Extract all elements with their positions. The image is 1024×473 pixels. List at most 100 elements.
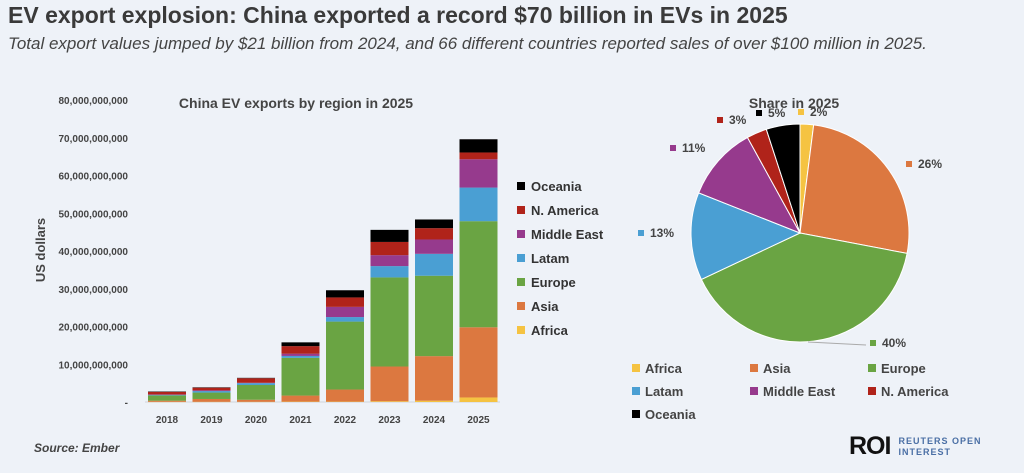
bar-segment-oceania <box>370 229 409 242</box>
bar-segment-n-america <box>192 387 231 391</box>
pie-legend-label: Middle East <box>763 384 836 399</box>
bar-segment-latam <box>459 187 498 222</box>
pie-leader-line <box>807 341 867 346</box>
bar-segment-middle-east <box>281 353 320 356</box>
bar-segment-latam <box>237 383 275 386</box>
legend-swatch <box>517 254 525 262</box>
logo-line2: INTEREST <box>898 446 951 457</box>
x-tick-label: 2024 <box>423 415 446 426</box>
legend-swatch <box>517 230 525 238</box>
pie-label-swatch <box>870 340 876 346</box>
pie-label-swatch <box>670 145 676 151</box>
y-axis-label: US dollars <box>33 218 48 282</box>
pie-slice-asia <box>799 124 910 255</box>
x-tick-label: 2018 <box>156 415 179 426</box>
legend-label: Latam <box>531 251 569 266</box>
roi-logo: ROI REUTERS OPEN INTEREST <box>849 432 981 461</box>
bar-segment-africa <box>415 400 453 402</box>
pie-legend-label: Latam <box>645 384 683 399</box>
page-title: EV export explosion: China exported a re… <box>8 2 788 28</box>
bar-segment-asia <box>326 389 364 402</box>
bar-segment-latam <box>326 317 364 322</box>
bar-segment-europe <box>415 275 453 357</box>
x-tick-label: 2025 <box>467 415 490 426</box>
legend-label: N. America <box>531 203 599 218</box>
legend-label: Europe <box>531 275 576 290</box>
pie-data-label: 5% <box>768 106 786 120</box>
y-tick-label: 80,000,000,000 <box>58 96 128 107</box>
bar-segment-africa <box>370 401 409 402</box>
source-note: Source: Ember <box>34 441 120 455</box>
bar-segment-middle-east <box>326 306 364 318</box>
pie-legend-swatch <box>750 364 758 372</box>
bar-segment-n-america <box>459 152 498 160</box>
pie-slice-middle-east <box>698 136 802 234</box>
bar-segment-latam <box>281 355 320 358</box>
bar-segment-europe <box>192 392 231 399</box>
y-tick-label: 60,000,000,000 <box>58 172 128 183</box>
page-subtitle: Total export values jumped by $21 billio… <box>8 34 927 53</box>
pie-label-swatch <box>906 161 912 167</box>
bar-segment-europe <box>459 221 498 328</box>
y-tick-label: - <box>125 398 128 409</box>
bar-segment-europe <box>370 277 409 367</box>
pie-legend-swatch <box>750 387 758 395</box>
x-tick-label: 2020 <box>245 415 268 426</box>
bar-segment-oceania <box>459 139 498 153</box>
bar-segment-asia <box>459 327 498 398</box>
pie-label-swatch <box>717 117 723 123</box>
bar-segment-middle-east <box>459 159 498 188</box>
bar-segment-middle-east <box>192 390 231 392</box>
bar-segment-oceania <box>415 219 453 229</box>
logo-text: REUTERS OPEN INTEREST <box>898 436 981 458</box>
pie-label-swatch <box>798 109 804 115</box>
pie-chart-title: Share in 2025 <box>748 95 840 111</box>
bar-segment-latam <box>148 394 186 396</box>
pie-legend-label: Europe <box>881 361 926 376</box>
legend-label: Africa <box>531 323 569 338</box>
pie-data-label: 3% <box>729 113 747 127</box>
bar-segment-asia <box>192 398 231 402</box>
legend-label: Oceania <box>531 179 582 194</box>
pie-legend-swatch <box>868 387 876 395</box>
bar-segment-oceania <box>326 290 364 298</box>
pie-legend-label: Asia <box>763 361 791 376</box>
pie-label-swatch <box>638 230 644 236</box>
x-tick-label: 2021 <box>289 415 312 426</box>
pie-data-label: 13% <box>650 226 674 240</box>
logo-mark: ROI <box>849 432 891 460</box>
pie-legend-swatch <box>632 387 640 395</box>
legend-swatch <box>517 326 525 334</box>
bar-segment-latam <box>192 391 231 393</box>
legend-swatch <box>517 206 525 214</box>
bar-segment-latam <box>415 253 453 276</box>
bar-segment-asia <box>237 399 275 402</box>
legend-swatch <box>517 302 525 310</box>
bar-segment-middle-east <box>415 239 453 254</box>
pie-legend-label: Africa <box>645 361 683 376</box>
y-tick-label: 10,000,000,000 <box>58 360 128 371</box>
bar-segment-n-america <box>281 346 320 354</box>
bar-segment-asia <box>148 400 186 402</box>
pie-data-label: 2% <box>810 105 828 119</box>
bar-segment-n-america <box>237 378 275 383</box>
bar-segment-africa <box>459 397 498 402</box>
y-tick-label: 50,000,000,000 <box>58 209 128 220</box>
bar-segment-middle-east <box>370 255 409 267</box>
pie-legend-label: Oceania <box>645 407 696 422</box>
pie-legend-swatch <box>632 364 640 372</box>
bar-segment-europe <box>148 395 186 401</box>
bar-segment-asia <box>415 356 453 401</box>
legend-swatch <box>517 182 525 190</box>
bar-chart-title: China EV exports by region in 2025 <box>178 95 414 111</box>
y-tick-label: 70,000,000,000 <box>58 134 128 145</box>
legend-label: Asia <box>531 299 559 314</box>
legend-label: Middle East <box>531 227 604 242</box>
bar-segment-n-america <box>326 297 364 307</box>
legend-swatch <box>517 278 525 286</box>
bar-segment-europe <box>237 385 275 400</box>
y-tick-label: 30,000,000,000 <box>58 285 128 296</box>
y-tick-label: 40,000,000,000 <box>58 247 128 258</box>
logo-line1: REUTERS OPEN <box>898 435 982 446</box>
